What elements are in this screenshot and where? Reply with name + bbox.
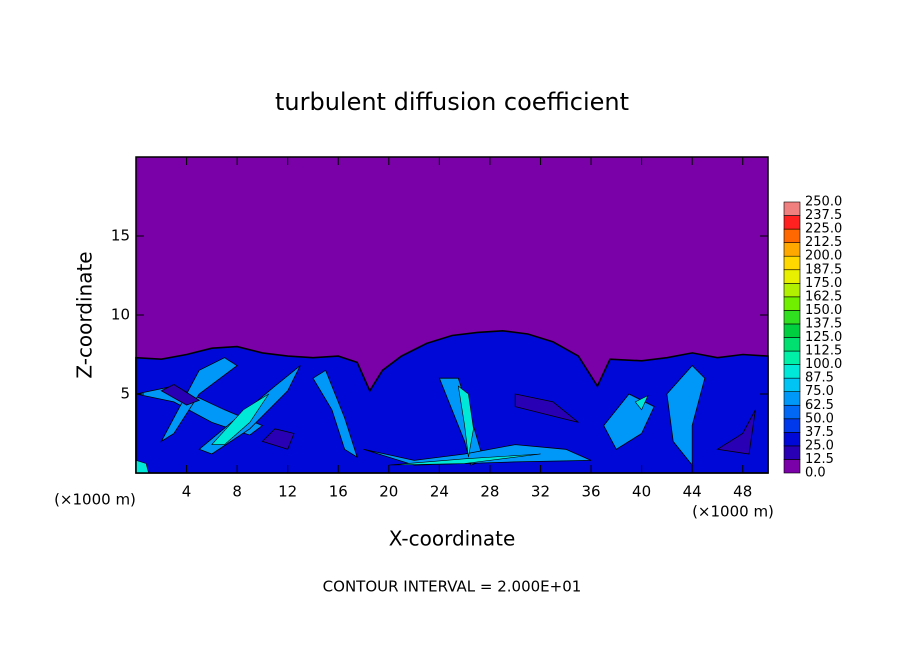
footnote: CONTOUR INTERVAL = 2.000E+01 <box>323 578 582 596</box>
colorbar-label: 75.0 <box>805 384 834 399</box>
colorbar-label: 137.5 <box>805 316 842 331</box>
colorbar-label: 37.5 <box>805 425 834 440</box>
field-streak <box>160 384 201 406</box>
y-tick-label: 10 <box>111 306 130 324</box>
x-tick-label: 48 <box>733 483 752 501</box>
colorbar-label: 87.5 <box>805 371 834 386</box>
colorbar-label: 187.5 <box>805 262 842 277</box>
field-streak <box>211 393 269 445</box>
x-tick-label: 20 <box>379 483 398 501</box>
colorbar-label: 12.5 <box>805 452 834 467</box>
colorbar-label: 150.0 <box>805 303 842 318</box>
colorbar-swatch <box>783 364 801 379</box>
colorbar-swatch <box>783 391 801 406</box>
field-streak <box>388 453 541 466</box>
colorbar-label: 112.5 <box>805 344 842 359</box>
colorbar-swatch <box>783 228 801 243</box>
colorbar-swatch <box>783 282 801 298</box>
colorbar-swatch <box>783 269 801 284</box>
colorbar-label: 100.0 <box>805 357 842 372</box>
colorbar-label: 125.0 <box>805 330 842 345</box>
colorbar-label: 237.5 <box>805 208 842 223</box>
colorbar-swatch <box>783 350 801 365</box>
colorbar-swatch <box>783 310 801 325</box>
colorbar-swatch <box>783 255 801 271</box>
x-tick-label: 12 <box>278 483 297 501</box>
colorbar-swatch <box>783 459 801 474</box>
x-tick-label: 44 <box>683 483 702 501</box>
colorbar-swatch <box>783 445 801 460</box>
field-streak <box>634 394 649 411</box>
x-tick-label: 24 <box>430 483 449 501</box>
x-tick-label: 16 <box>329 483 348 501</box>
x-tick-label: 40 <box>632 483 651 501</box>
field-streak <box>261 428 295 450</box>
colorbar-label: 200.0 <box>805 249 842 264</box>
colorbar-label: 225.0 <box>805 222 842 237</box>
x-tick-label: 8 <box>232 483 242 501</box>
colorbar-label: 0.0 <box>805 466 826 481</box>
colorbar-swatch <box>783 418 801 433</box>
colorbar-swatch <box>783 215 801 230</box>
colorbar-swatch <box>783 201 801 216</box>
chart-title: turbulent diffusion coefficient <box>275 88 629 116</box>
x-tick-label: 4 <box>182 483 192 501</box>
x-unit-label: (×1000 m) <box>692 503 774 521</box>
colorbar-label: 62.5 <box>805 398 834 413</box>
field-streak <box>312 369 358 459</box>
colorbar-label: 162.5 <box>805 289 842 304</box>
colorbar-label: 25.0 <box>805 438 834 453</box>
field-streak <box>716 409 756 455</box>
colorbar-label: 50.0 <box>805 411 834 426</box>
x-axis-label: X-coordinate <box>389 527 516 551</box>
field-streak <box>514 393 579 423</box>
colorbar-label: 175.0 <box>805 276 842 291</box>
field-streak <box>457 385 474 458</box>
x-unit-label: (×1000 m) <box>54 491 136 509</box>
y-axis-label: Z-coordinate <box>73 251 97 378</box>
colorbar-label: 250.0 <box>805 195 842 210</box>
colorbar-label: 212.5 <box>805 235 842 250</box>
colorbar-swatch <box>783 432 801 447</box>
x-tick-label: 36 <box>581 483 600 501</box>
colorbar-swatch <box>783 404 801 420</box>
y-tick-label: 15 <box>111 227 130 245</box>
colorbar-swatch <box>783 296 801 311</box>
x-tick-label: 32 <box>531 483 550 501</box>
colorbar-swatch <box>783 242 801 257</box>
colorbar-swatch <box>783 337 801 352</box>
x-tick-label: 28 <box>480 483 499 501</box>
colorbar-swatch <box>783 323 801 338</box>
field-streak <box>160 357 238 443</box>
colorbar-swatch <box>783 377 801 392</box>
y-tick-label: 5 <box>120 385 130 403</box>
